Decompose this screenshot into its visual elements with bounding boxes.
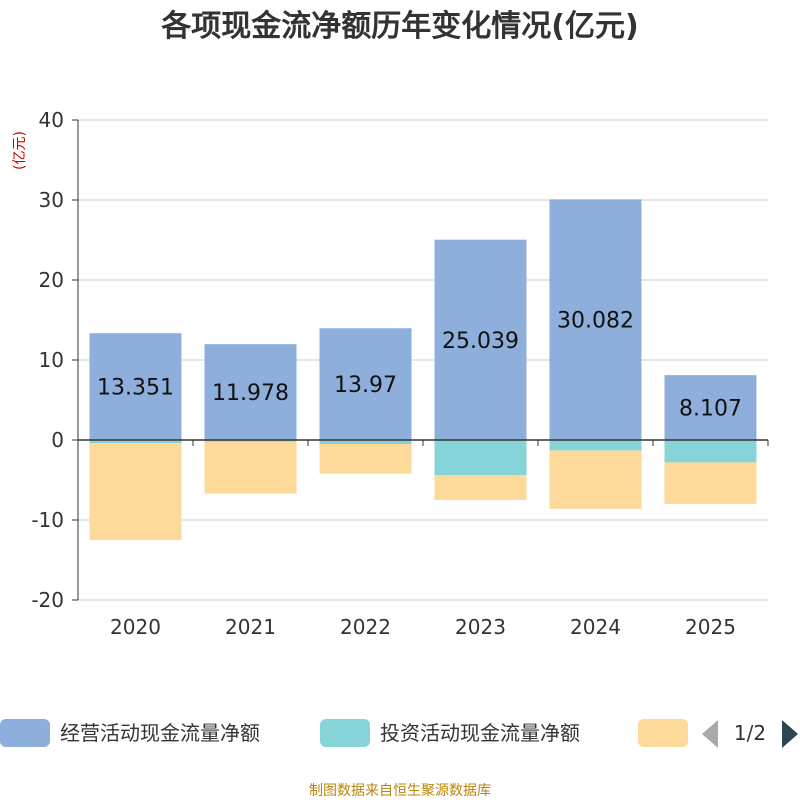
legend-next-arrow-icon[interactable] bbox=[782, 720, 798, 748]
bar-1-2022[interactable] bbox=[319, 328, 412, 440]
grid bbox=[78, 119, 768, 601]
legend-label[interactable]: 经营活动现金流量净额 bbox=[60, 721, 260, 745]
bar-1-2020[interactable] bbox=[89, 333, 182, 440]
bar-3-2021[interactable] bbox=[204, 441, 297, 494]
source-note: 制图数据来自恒生聚源数据库 bbox=[309, 783, 491, 799]
y-tick-label: 0 bbox=[51, 428, 64, 452]
bar-2-2022[interactable] bbox=[319, 440, 412, 444]
bar-1-2025[interactable] bbox=[664, 375, 757, 440]
bar-2-2021[interactable] bbox=[204, 440, 297, 442]
x-tick-label: 2023 bbox=[455, 615, 506, 639]
legend-swatch-3[interactable] bbox=[638, 719, 688, 747]
x-tick-label: 2020 bbox=[110, 615, 161, 639]
y-tick-label: -10 bbox=[31, 508, 64, 532]
x-tick-label: 2021 bbox=[225, 615, 276, 639]
y-tick-label: 30 bbox=[39, 188, 64, 212]
chart-title: 各项现金流净额历年变化情况(亿元) bbox=[160, 9, 638, 44]
data-labels: 13.351 11.978 13.97 25.039 30.082 8.107 bbox=[97, 309, 742, 422]
bar-3-2025[interactable] bbox=[664, 462, 757, 504]
x-tick-label: 2025 bbox=[685, 615, 736, 639]
y-tick-label: 40 bbox=[39, 108, 64, 132]
y-axis-unit: (亿元) bbox=[12, 131, 28, 170]
legend-swatch-1[interactable] bbox=[0, 719, 50, 747]
y-tick-label: 10 bbox=[39, 348, 64, 372]
legend: 经营活动现金流量净额 投资活动现金流量净额 1/2 bbox=[0, 719, 798, 748]
legend-page-indicator: 1/2 bbox=[734, 721, 766, 745]
y-tick-label: -20 bbox=[31, 588, 64, 612]
bars bbox=[89, 199, 757, 540]
bar-3-2022[interactable] bbox=[319, 444, 412, 474]
bar-2-2025[interactable] bbox=[664, 440, 757, 463]
bar-1-2024[interactable] bbox=[549, 199, 642, 440]
bar-3-2023[interactable] bbox=[434, 475, 527, 500]
bar-2-2023[interactable] bbox=[434, 440, 527, 476]
bar-2-2024[interactable] bbox=[549, 440, 642, 451]
legend-prev-arrow-icon[interactable] bbox=[702, 720, 718, 748]
bar-1-2021[interactable] bbox=[204, 344, 297, 440]
x-tick-label: 2022 bbox=[340, 615, 391, 639]
bar-2-2020[interactable] bbox=[89, 440, 182, 444]
legend-label[interactable]: 投资活动现金流量净额 bbox=[380, 721, 580, 745]
bar-3-2024[interactable] bbox=[549, 450, 642, 509]
data-label: 13.97 bbox=[334, 373, 397, 398]
data-label: 25.039 bbox=[442, 329, 519, 354]
legend-swatch-2[interactable] bbox=[320, 719, 370, 747]
data-label: 11.978 bbox=[212, 381, 289, 406]
bar-1-2023[interactable] bbox=[434, 239, 527, 440]
x-tick-label: 2024 bbox=[570, 615, 621, 639]
bar-3-2020[interactable] bbox=[89, 443, 182, 540]
data-label: 30.082 bbox=[557, 309, 634, 334]
data-label: 8.107 bbox=[679, 397, 742, 422]
axes: 40 30 20 10 0 -10 -20 2020 2021 2022 2023 2024 2025 bbox=[31, 108, 769, 639]
y-tick-label: 20 bbox=[39, 268, 64, 292]
data-label: 13.351 bbox=[97, 376, 174, 401]
